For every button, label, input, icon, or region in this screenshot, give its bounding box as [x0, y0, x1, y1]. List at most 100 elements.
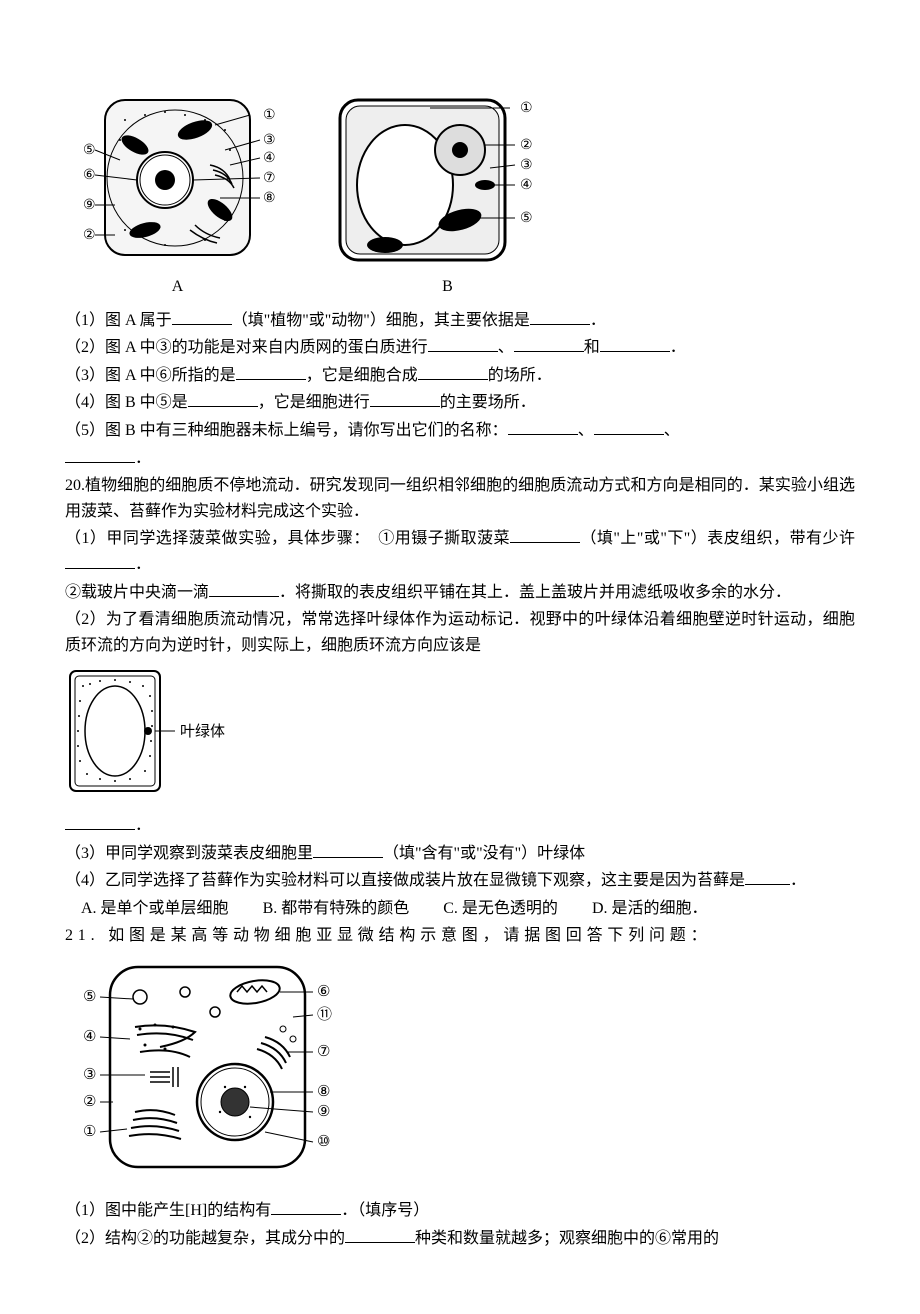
svg-text:①: ①: [263, 108, 276, 123]
blank[interactable]: [530, 309, 590, 325]
blank[interactable]: [594, 419, 664, 435]
chloroplast-label: 叶绿体: [180, 723, 225, 740]
q20-1-mid: （填"上"或"下"）表皮组织，带有少许: [580, 530, 855, 547]
svg-text:⑩: ⑩: [317, 1134, 330, 1150]
svg-text:⑦: ⑦: [317, 1044, 330, 1060]
svg-text:⑧: ⑧: [263, 191, 276, 206]
q21-header: 21. 如图是某高等动物细胞亚显微结构示意图，请据图回答下列问题：: [65, 923, 855, 949]
q19-1-pre: （1）图 A 属于: [65, 312, 172, 329]
q19-2-end: ．: [670, 339, 686, 356]
q21-diagram: ⑤ ④ ③ ② ① ⑥ ⑪ ⑦ ⑧ ⑨ ⑩: [65, 957, 855, 1191]
q20-5: （4）乙同学选择了苔藓作为实验材料可以直接做成装片放在显微镜下观察，这主要是因为…: [65, 868, 855, 894]
option-d[interactable]: D. 是活的细胞．: [592, 896, 708, 922]
q20-3-pre: （2）为了看清细胞质流动情况，常常选择叶绿体作为运动标记．视野中的叶绿体沿着细胞…: [65, 611, 855, 654]
q21-2-pre: （2）结构②的功能越复杂，其成分中的: [65, 1230, 345, 1247]
q20-2-end: ．将撕取的表皮组织平铺在其上．盖上盖玻片并用滤纸吸收多余的水分．: [279, 584, 791, 601]
blank[interactable]: [271, 1199, 341, 1215]
q20-1-pre: （1）甲同学选择菠菜做实验，具体步骤： ①用镊子撕取菠菜: [65, 530, 510, 547]
svg-text:④: ④: [263, 151, 276, 166]
blank[interactable]: [514, 336, 584, 352]
svg-text:③: ③: [520, 158, 533, 173]
q19-1: （1）图 A 属于 （填"植物"或"动物"）细胞，其主要依据是 ．: [65, 308, 855, 334]
q19-1-end: ．: [590, 312, 606, 329]
blank[interactable]: [65, 447, 135, 463]
q20-4-pre: （3）甲同学观察到菠菜表皮细胞里: [65, 845, 313, 862]
blank[interactable]: [172, 309, 232, 325]
q21-1: （1）图中能产生[H]的结构有 ．（填序号）: [65, 1198, 855, 1224]
q19-4-pre: （4）图 B 中⑤是: [65, 394, 188, 411]
q19-3-end: 的场所．: [488, 367, 552, 384]
q19-3: （3）图 A 中⑥所指的是 ，它是细胞合成 的场所．: [65, 363, 855, 389]
q19-5: （5）图 B 中有三种细胞器未标上编号，请你写出它们的名称： 、 、: [65, 418, 855, 444]
q20-2-pre: ②载玻片中央滴一滴: [65, 584, 209, 601]
svg-text:②: ②: [83, 228, 96, 243]
q20-5-pre: （4）乙同学选择了苔藓作为实验材料可以直接做成装片放在显微镜下观察，这主要是因为…: [65, 872, 745, 889]
svg-text:②: ②: [520, 138, 533, 153]
q19-1-mid: （填"植物"或"动物"）细胞，其主要依据是: [232, 312, 530, 329]
q19-2-pre: （2）图 A 中③的功能是对来自内质网的蛋白质进行: [65, 339, 428, 356]
blank[interactable]: [370, 391, 440, 407]
svg-text:⑪: ⑪: [317, 1006, 332, 1023]
q21-2-end: 种类和数量就越多；观察细胞中的⑥常用的: [415, 1230, 719, 1247]
blank[interactable]: [428, 336, 498, 352]
animal-cell-diagram: ⑤ ④ ③ ② ① ⑥ ⑪ ⑦ ⑧ ⑨ ⑩: [65, 957, 365, 1182]
blank[interactable]: [65, 814, 135, 830]
q20-3b: ．: [65, 813, 855, 839]
chloroplast-cell-icon: 叶绿体: [65, 666, 240, 796]
svg-text:⑨: ⑨: [83, 198, 96, 213]
cell-diagram-b: ① ② ③ ④ ⑤: [330, 90, 565, 270]
svg-text:⑤: ⑤: [83, 143, 96, 158]
q20-1-end: ．: [135, 556, 151, 573]
svg-text:④: ④: [520, 178, 533, 193]
blank[interactable]: [345, 1227, 415, 1243]
q19-4: （4）图 B 中⑤是 ，它是细胞进行 的主要场所．: [65, 390, 855, 416]
q19-3-mid: ，它是细胞合成: [306, 367, 418, 384]
q21-1-end: ．（填序号）: [341, 1202, 429, 1219]
q19-5-s1: 、: [578, 422, 594, 439]
option-c[interactable]: C. 是无色透明的: [443, 896, 558, 922]
q19-5b: ．: [65, 446, 855, 472]
q20-4-end: （填"含有"或"没有"）叶绿体: [383, 845, 585, 862]
blank[interactable]: [600, 336, 670, 352]
q20-options: A. 是单个或单层细胞 B. 都带有特殊的颜色 C. 是无色透明的 D. 是活的…: [81, 896, 855, 922]
q19-5-end: ．: [135, 450, 151, 467]
q19-2-m2: 和: [584, 339, 600, 356]
svg-text:⑤: ⑤: [83, 989, 96, 1005]
svg-text:④: ④: [83, 1029, 96, 1045]
option-b[interactable]: B. 都带有特殊的颜色: [263, 896, 410, 922]
q19-4-end: 的主要场所．: [440, 394, 536, 411]
q19-3-pre: （3）图 A 中⑥所指的是: [65, 367, 236, 384]
diagram-a-label: A: [172, 274, 184, 300]
option-a[interactable]: A. 是单个或单层细胞: [81, 896, 229, 922]
q20-4: （3）甲同学观察到菠菜表皮细胞里 （填"含有"或"没有"）叶绿体: [65, 841, 855, 867]
svg-text:⑥: ⑥: [317, 984, 330, 1000]
svg-text:⑧: ⑧: [317, 1084, 330, 1100]
blank[interactable]: [313, 842, 383, 858]
blank[interactable]: [65, 553, 135, 569]
diagram-b-label: B: [442, 274, 453, 300]
q21-2: （2）结构②的功能越复杂，其成分中的 种类和数量就越多；观察细胞中的⑥常用的: [65, 1226, 855, 1252]
q20-1: （1）甲同学选择菠菜做实验，具体步骤： ①用镊子撕取菠菜 （填"上"或"下"）表皮…: [65, 526, 855, 577]
blank[interactable]: [236, 364, 306, 380]
q20-3: （2）为了看清细胞质流动情况，常常选择叶绿体作为运动标记．视野中的叶绿体沿着细胞…: [65, 607, 855, 658]
q19-5-s2: 、: [664, 422, 680, 439]
q19-5-pre: （5）图 B 中有三种细胞器未标上编号，请你写出它们的名称：: [65, 422, 508, 439]
q19-2-m1: 、: [498, 339, 514, 356]
svg-text:⑦: ⑦: [263, 171, 276, 186]
blank[interactable]: [508, 419, 578, 435]
blank[interactable]: [209, 581, 279, 597]
blank[interactable]: [745, 869, 790, 885]
q20-2: ②载玻片中央滴一滴 ．将撕取的表皮组织平铺在其上．盖上盖玻片并用滤纸吸收多余的水分…: [65, 580, 855, 606]
blank[interactable]: [418, 364, 488, 380]
q19-4-mid: ，它是细胞进行: [258, 394, 370, 411]
q21-1-pre: （1）图中能产生[H]的结构有: [65, 1202, 271, 1219]
svg-text:①: ①: [83, 1124, 96, 1140]
q19-diagram-row: ⑤ ⑥ ⑨ ② ① ③ ④ ⑦ ⑧ A: [65, 90, 855, 300]
svg-text:⑥: ⑥: [83, 168, 96, 183]
blank[interactable]: [188, 391, 258, 407]
q20-cell-diagram: 叶绿体: [65, 666, 855, 805]
q20-intro: 20.植物细胞的细胞质不停地流动．研究发现同一组织相邻细胞的细胞质流动方式和方向…: [65, 473, 855, 524]
diagram-a-container: ⑤ ⑥ ⑨ ② ① ③ ④ ⑦ ⑧ A: [65, 90, 290, 300]
svg-text:①: ①: [520, 101, 533, 116]
blank[interactable]: [510, 527, 580, 543]
